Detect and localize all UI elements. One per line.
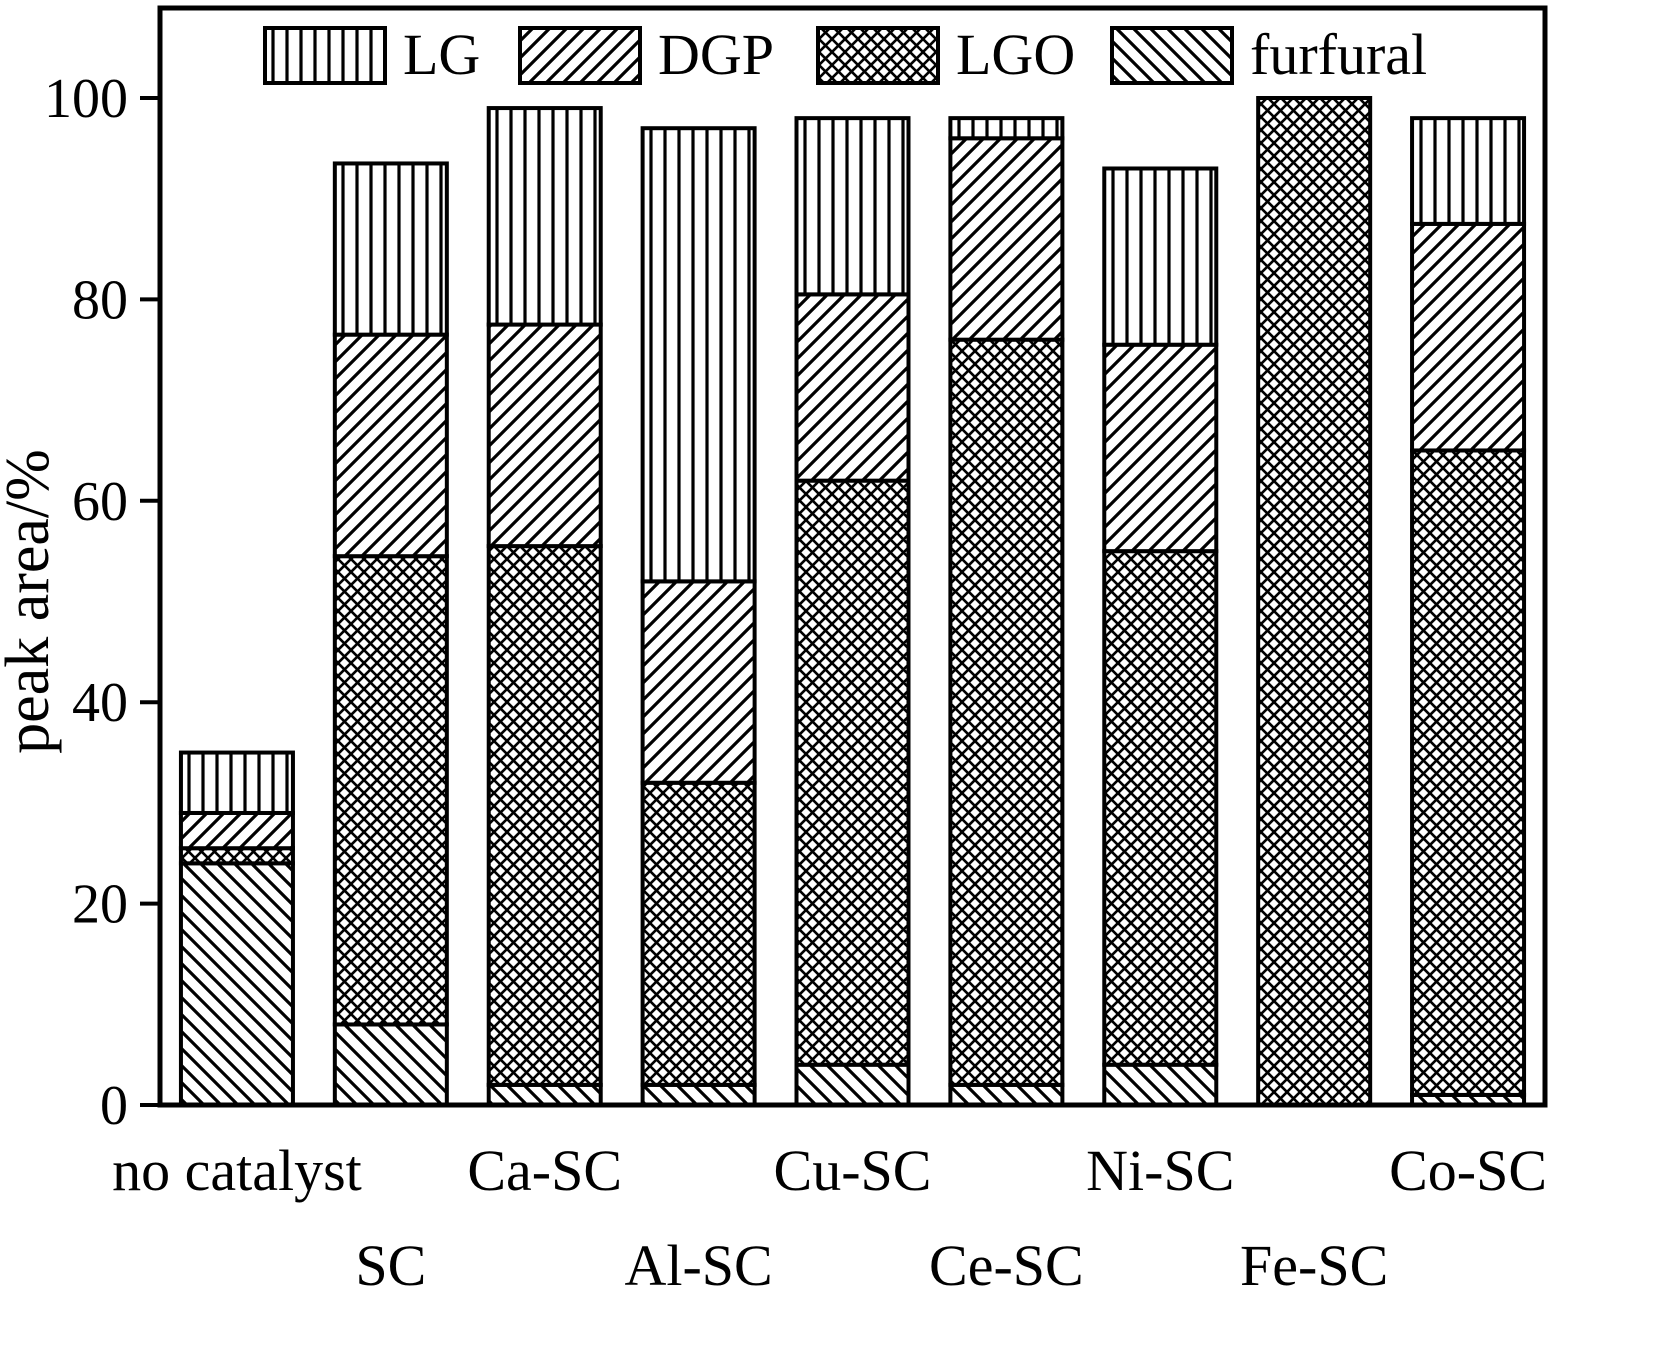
bar-segment bbox=[1102, 1062, 1219, 1107]
bar-segment bbox=[1410, 116, 1527, 226]
bar-segment bbox=[486, 106, 603, 327]
legend-label: DGP bbox=[658, 22, 774, 87]
y-tick-label: 100 bbox=[44, 68, 128, 130]
bar-segment bbox=[1410, 448, 1527, 1097]
legend-item: LG bbox=[263, 22, 480, 87]
x-category-label: Ni-SC bbox=[1086, 1138, 1234, 1203]
bar-segment bbox=[178, 846, 295, 866]
y-axis-label: peak area/% bbox=[0, 449, 62, 754]
legend-group: LG DGP LGO furfural bbox=[263, 22, 1427, 87]
bar-segment bbox=[178, 750, 295, 815]
legend-item: furfural bbox=[1110, 22, 1427, 87]
bar-segment bbox=[332, 1022, 449, 1107]
y-tick-label: 80 bbox=[72, 269, 128, 331]
bar-segment bbox=[486, 322, 603, 549]
x-category-label: Cu-SC bbox=[774, 1138, 932, 1203]
x-category-label: Fe-SC bbox=[1240, 1233, 1388, 1298]
bar-segment bbox=[178, 861, 295, 1107]
bar-segment bbox=[1410, 221, 1527, 453]
y-tick-label: 0 bbox=[100, 1075, 128, 1137]
legend-swatch-crosshatch bbox=[816, 26, 940, 85]
legend-label: LG bbox=[403, 22, 480, 87]
axes-group: 0 20 40 60 80 100 bbox=[44, 5, 1548, 1137]
plot-border bbox=[157, 5, 1548, 1108]
bar-segment bbox=[332, 554, 449, 1027]
bar-segment bbox=[486, 1082, 603, 1107]
legend-swatch-diag-fwd-hatch bbox=[518, 26, 642, 85]
bar-segment bbox=[794, 1062, 911, 1107]
bar-segment bbox=[1102, 342, 1219, 554]
bar-segment bbox=[640, 1082, 757, 1107]
bar-segment bbox=[640, 579, 757, 785]
bar-segment bbox=[794, 292, 911, 483]
bar-segment bbox=[332, 332, 449, 559]
bar-segment bbox=[1102, 549, 1219, 1067]
bar-segment bbox=[332, 161, 449, 337]
bar-segment bbox=[640, 780, 757, 1087]
x-category-label: no catalyst bbox=[112, 1138, 362, 1203]
x-category-label: Ca-SC bbox=[467, 1138, 622, 1203]
legend-item: DGP bbox=[518, 22, 774, 87]
y-tick-label: 40 bbox=[72, 672, 128, 734]
bar-segment bbox=[178, 810, 295, 851]
legend-swatch-diag-back-hatch bbox=[1110, 26, 1234, 85]
bar-segment bbox=[794, 116, 911, 297]
bar-segment bbox=[948, 1082, 1065, 1107]
x-category-label: Al-SC bbox=[624, 1233, 772, 1298]
x-category-label: Ce-SC bbox=[929, 1233, 1084, 1298]
x-category-label: Co-SC bbox=[1389, 1138, 1547, 1203]
legend-label: furfural bbox=[1250, 22, 1427, 87]
y-tick-label: 20 bbox=[72, 874, 128, 936]
bar-segment bbox=[794, 478, 911, 1067]
bars-group bbox=[178, 96, 1527, 1108]
y-tick-label: 60 bbox=[72, 471, 128, 533]
bar-segment bbox=[640, 126, 757, 584]
bar-segment bbox=[948, 116, 1065, 141]
legend-item: LGO bbox=[816, 22, 1075, 87]
x-category-label: SC bbox=[355, 1233, 426, 1298]
bar-segment bbox=[948, 337, 1065, 1087]
bar-segment bbox=[1102, 166, 1219, 347]
legend-swatch-vertical-hatch bbox=[263, 26, 387, 85]
bar-segment bbox=[486, 544, 603, 1087]
legend-label: LGO bbox=[956, 22, 1075, 87]
bar-segment bbox=[1256, 96, 1373, 1107]
bar-segment bbox=[948, 136, 1065, 342]
